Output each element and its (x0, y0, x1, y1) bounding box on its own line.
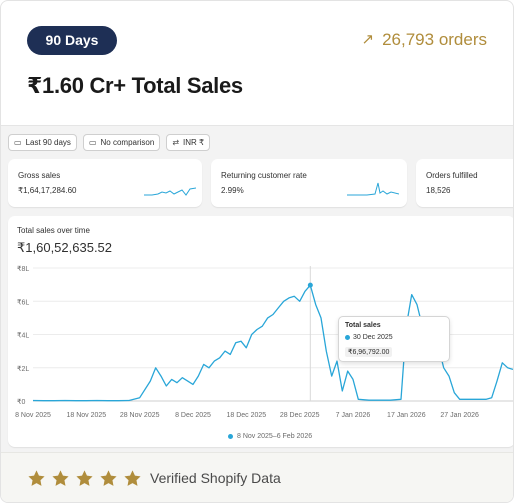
analytics-screenshot: ▭ Last 90 days ▭ No comparison ⇄ INR ₹ G… (1, 125, 513, 452)
x-tick-label: 8 Nov 2025 (15, 412, 51, 419)
series-dot (345, 335, 350, 340)
verified-label: Verified Shopify Data (150, 470, 281, 486)
calendar-compare-icon: ▭ (88, 138, 97, 147)
comparison-button[interactable]: ▭ No comparison (82, 134, 161, 151)
chart-tooltip: Total sales 30 Dec 2025 ₹6,96,792.00 (338, 316, 450, 362)
x-tick-label: 17 Jan 2026 (387, 412, 426, 419)
tooltip-date-text: 30 Dec 2025 (353, 334, 393, 341)
star-icon (52, 470, 69, 486)
orders-count-text: 26,793 orders (382, 30, 487, 49)
tooltip-value: ₹6,96,792.00 (345, 347, 393, 357)
calendar-icon: ▭ (14, 138, 22, 147)
currency-label: INR ₹ (183, 138, 205, 147)
metric-value: 18,526 (426, 186, 451, 195)
metric-value: 2.99% (221, 186, 244, 195)
orders-count: ↗ 26,793 orders (362, 30, 487, 50)
sales-chart-card: Total sales over time ₹1,60,52,635.52 ₹0… (8, 216, 513, 447)
period-badge: 90 Days (27, 26, 117, 55)
metric-orders-fulfilled[interactable]: Orders fulfilled 18,526 (416, 159, 513, 207)
legend-label: 8 Nov 2025–6 Feb 2026 (237, 433, 313, 440)
total-sales-headline: ₹1.60 Cr+ Total Sales (27, 73, 243, 98)
y-tick-label: ₹4L (17, 332, 29, 340)
x-tick-label: 7 Jan 2026 (336, 412, 371, 419)
arrow-up-right-icon: ↗ (361, 31, 375, 48)
metric-title: Orders fulfilled (426, 171, 478, 180)
star-icon (100, 470, 117, 486)
comparison-label: No comparison (100, 138, 155, 147)
metric-value: ₹1,64,17,284.60 (18, 186, 77, 195)
tooltip-date: 30 Dec 2025 (345, 334, 393, 341)
footer-bar: Verified Shopify Data (1, 452, 513, 502)
x-tick-label: 28 Nov 2025 (120, 412, 160, 419)
star-icon (76, 470, 93, 486)
x-tick-label: 8 Dec 2025 (175, 412, 211, 419)
date-range-label: Last 90 days (25, 138, 71, 147)
y-tick-label: ₹2L (17, 365, 29, 373)
y-tick-label: ₹0 (17, 398, 25, 406)
x-tick-label: 28 Dec 2025 (280, 412, 320, 419)
rating-stars (27, 469, 142, 488)
x-tick-label: 18 Nov 2025 (66, 412, 106, 419)
star-icon (28, 470, 45, 486)
star-icon (124, 470, 141, 486)
x-tick-label: 27 Jan 2026 (440, 412, 479, 419)
filter-toolbar: ▭ Last 90 days ▭ No comparison ⇄ INR ₹ (8, 134, 211, 151)
metric-returning-rate[interactable]: Returning customer rate 2.99% (211, 159, 407, 207)
y-tick-label: ₹8L (17, 265, 29, 273)
metric-title: Returning customer rate (221, 171, 307, 180)
y-tick-label: ₹6L (17, 298, 29, 306)
metric-title: Gross sales (18, 171, 61, 180)
chart-title: Total sales over time (17, 226, 90, 235)
hover-point (307, 282, 313, 288)
returning-rate-sparkline (347, 182, 399, 196)
x-tick-label: 18 Dec 2025 (226, 412, 266, 419)
currency-exchange-icon: ⇄ (172, 138, 180, 147)
gross-sales-sparkline (144, 187, 196, 196)
metric-gross-sales[interactable]: Gross sales ₹1,64,17,284.60 (8, 159, 202, 207)
currency-button[interactable]: ⇄ INR ₹ (166, 134, 211, 151)
chart-total: ₹1,60,52,635.52 (17, 240, 113, 255)
date-range-button[interactable]: ▭ Last 90 days (8, 134, 77, 151)
tooltip-title: Total sales (345, 322, 381, 329)
legend-dot (228, 434, 233, 439)
chart-legend: 8 Nov 2025–6 Feb 2026 (228, 433, 312, 440)
